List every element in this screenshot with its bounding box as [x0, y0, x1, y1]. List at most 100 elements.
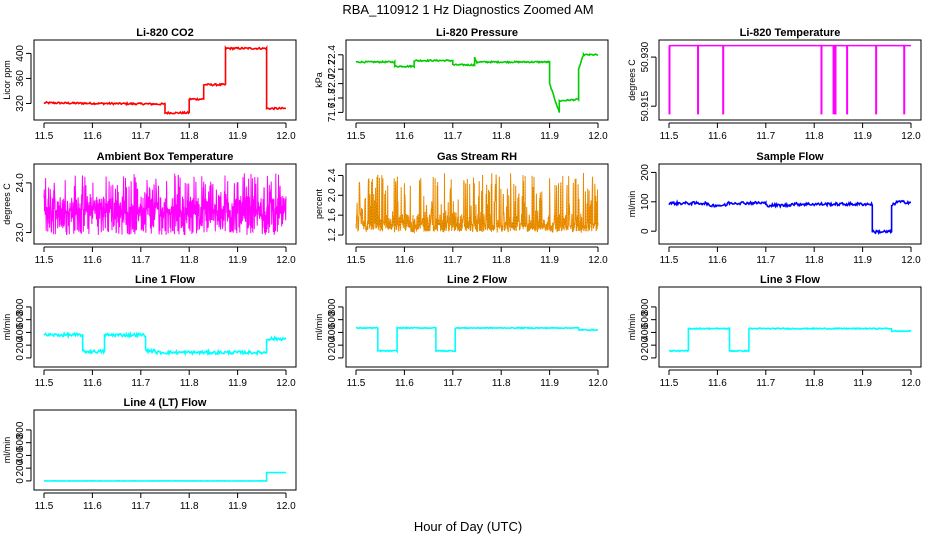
series-group — [355, 172, 599, 234]
x-tick-label: 11.7 — [443, 378, 462, 389]
y-axis-label: Licor ppm — [2, 60, 12, 100]
x-tick-label: 12.0 — [901, 378, 921, 389]
series-group — [43, 330, 287, 357]
plot-frame — [33, 286, 297, 368]
x-tick-label: 12.0 — [276, 501, 296, 512]
y-tick-label: 72.4 — [327, 45, 338, 65]
y-tick-label: 0 — [640, 228, 651, 234]
series-line — [355, 326, 598, 354]
y-axis-label: percent — [314, 188, 324, 219]
chart-panel-8: Line 2 Flow 11.5 11.6 11.7 11.8 11.9 12.0 0 2004… — [314, 274, 609, 389]
x-tick-label: 11.5 — [660, 131, 679, 142]
series-group — [355, 51, 599, 113]
series-line — [355, 51, 599, 113]
x-tick-label: 11.9 — [228, 131, 247, 142]
y-tick-label: 50.930 — [640, 41, 651, 72]
panel-title: Ambient Box Temperature — [97, 151, 234, 163]
x-tick-label: 11.7 — [443, 255, 462, 266]
plot-frame — [345, 163, 609, 245]
x-tick-label: 12.0 — [901, 131, 921, 142]
y-tick-label: 400 — [15, 324, 26, 341]
y-axis-label: ml/min — [2, 314, 12, 341]
plot-frame — [345, 286, 609, 368]
y-tick-label: 0 — [15, 355, 26, 361]
y-tick-label: 320 — [15, 95, 26, 112]
x-tick-label: 11.5 — [347, 131, 366, 142]
y-tick-label: 1.2 — [327, 228, 338, 242]
x-tick-label: 11.5 — [35, 378, 54, 389]
y-tick-label: 2.4 — [327, 168, 338, 182]
x-tick-label: 11.5 — [35, 501, 54, 512]
series-line — [669, 326, 912, 353]
y-axis: 320 360 400 — [15, 45, 32, 112]
panel-title: Li-820 Temperature — [740, 27, 841, 39]
x-tick-label: 11.6 — [83, 131, 102, 142]
x-tick-label: 11.7 — [131, 501, 150, 512]
x-axis: 11.5 11.6 11.7 11.8 11.9 12.0 — [660, 122, 921, 142]
panels: Li-820 CO2 11.5 11.6 11.7 11.8 11.9 12.0 320 360… — [2, 27, 922, 512]
x-tick-label: 11.9 — [228, 378, 247, 389]
y-tick-label: 0 — [640, 355, 651, 361]
x-tick-label: 12.0 — [588, 378, 608, 389]
x-tick-label: 11.9 — [853, 131, 872, 142]
y-axis-label: ml/min — [627, 314, 637, 341]
y-tick-label: 200 — [640, 336, 651, 353]
x-tick-label: 11.6 — [708, 131, 727, 142]
chart-panel-5: Gas Stream RH 11.5 11.6 11.7 11.8 11.9 12.0 1.2… — [314, 151, 609, 266]
series-line — [43, 471, 286, 483]
plot-frame — [33, 39, 297, 121]
x-tick-label: 11.6 — [395, 255, 414, 266]
y-tick-label: 800 — [15, 298, 26, 315]
panel-title: Gas Stream RH — [437, 151, 517, 163]
series-group — [669, 326, 912, 353]
plot-frame — [345, 39, 609, 121]
x-tick-label: 11.5 — [347, 255, 366, 266]
x-tick-label: 11.9 — [540, 131, 559, 142]
y-tick-label: 600 — [327, 311, 338, 328]
x-tick-label: 11.9 — [853, 378, 872, 389]
x-tick-label: 11.7 — [131, 255, 150, 266]
x-tick-label: 11.7 — [756, 255, 775, 266]
chart-panel-1: Li-820 CO2 11.5 11.6 11.7 11.8 11.9 12.0 320 360… — [2, 27, 297, 142]
plot-frame — [658, 163, 922, 245]
x-tick-label: 11.8 — [180, 131, 199, 142]
series-line — [43, 44, 287, 115]
y-tick-label: 800 — [15, 421, 26, 438]
x-tick-label: 11.6 — [395, 131, 414, 142]
x-tick-label: 11.6 — [708, 378, 727, 389]
y-tick-label: 71.8 — [327, 88, 338, 108]
panel-title: Line 1 Flow — [135, 274, 195, 286]
x-tick-label: 11.8 — [805, 131, 824, 142]
x-tick-label: 11.9 — [540, 378, 559, 389]
x-tick-label: 11.5 — [660, 255, 679, 266]
x-tick-label: 12.0 — [588, 255, 608, 266]
y-tick-label: 400 — [15, 45, 26, 62]
y-tick-label: 200 — [327, 336, 338, 353]
plot-frame — [658, 39, 922, 121]
plot-frame — [658, 286, 922, 368]
figure-xlabel: Hour of Day (UTC) — [414, 519, 522, 534]
series-line — [355, 172, 599, 234]
x-axis: 11.5 11.6 11.7 11.8 11.9 12.0 — [35, 369, 296, 389]
x-tick-label: 11.5 — [347, 378, 366, 389]
y-tick-label: 360 — [15, 70, 26, 87]
series-line — [43, 330, 287, 357]
y-tick-label: 0 — [327, 355, 338, 361]
y-tick-label: 200 — [15, 336, 26, 353]
y-tick-label: 1.6 — [327, 208, 338, 222]
y-axis-label: degrees C — [627, 59, 637, 101]
series-line — [43, 173, 287, 236]
y-axis: 71.671.872.072.272.4 — [327, 45, 344, 122]
y-tick-label: 23.0 — [15, 222, 26, 242]
x-tick-label: 11.9 — [228, 501, 247, 512]
y-tick-label: 200 — [640, 164, 651, 181]
panel-title: Line 3 Flow — [760, 274, 820, 286]
x-tick-label: 11.8 — [492, 255, 511, 266]
y-tick-label: 800 — [327, 298, 338, 315]
plot-frame — [33, 163, 297, 245]
